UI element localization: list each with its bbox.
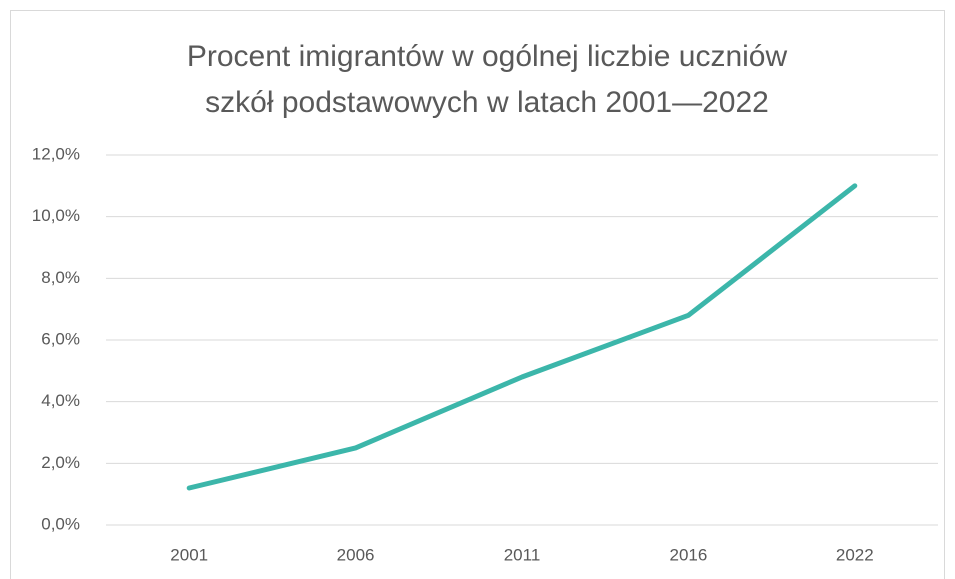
- y-tick-label: 6,0%: [41, 329, 80, 348]
- y-tick-label: 10,0%: [32, 206, 80, 225]
- chart-title: szkół podstawowych w latach 2001—2022: [205, 86, 769, 119]
- y-tick-label: 0,0%: [41, 514, 80, 533]
- x-tick-label: 2006: [337, 545, 375, 564]
- chart-frame: [10, 10, 945, 579]
- data-line: [186, 183, 858, 491]
- y-tick-label: 4,0%: [41, 391, 80, 410]
- y-tick-label: 2,0%: [41, 453, 80, 472]
- x-tick-label: 2001: [170, 545, 208, 564]
- x-tick-label: 2022: [836, 545, 874, 564]
- x-tick-label: 2016: [669, 545, 707, 564]
- y-tick-label: 8,0%: [41, 268, 80, 287]
- y-tick-label: 12,0%: [32, 144, 80, 163]
- x-tick-label: 2011: [504, 545, 541, 564]
- chart-title: Procent imigrantów w ogólnej liczbie ucz…: [187, 40, 788, 73]
